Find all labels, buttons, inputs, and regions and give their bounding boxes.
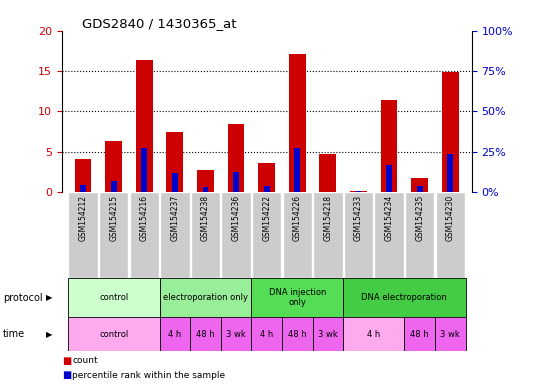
Bar	[294, 148, 300, 192]
Bar	[282, 192, 312, 278]
Bar	[99, 192, 128, 278]
Bar	[105, 141, 122, 192]
Text: 48 h: 48 h	[288, 329, 307, 339]
Text: electroporation only: electroporation only	[163, 293, 248, 302]
Bar	[172, 173, 178, 192]
Bar	[111, 181, 117, 192]
Bar	[381, 100, 398, 192]
Bar	[130, 192, 159, 278]
Bar	[142, 149, 147, 192]
Bar	[416, 185, 422, 192]
Bar	[374, 192, 404, 278]
Text: protocol: protocol	[3, 293, 42, 303]
Bar	[404, 317, 435, 351]
Text: GDS2840 / 1430365_at: GDS2840 / 1430365_at	[82, 17, 236, 30]
Bar	[343, 278, 466, 317]
Bar	[233, 172, 239, 192]
Text: 3 wk: 3 wk	[441, 329, 460, 339]
Text: 4 h: 4 h	[367, 329, 381, 339]
Bar	[436, 192, 465, 278]
Bar	[289, 54, 306, 192]
Bar	[80, 185, 86, 192]
Text: GSM154235: GSM154235	[415, 195, 424, 241]
Bar	[435, 317, 466, 351]
Bar	[313, 192, 343, 278]
Bar	[190, 317, 221, 351]
Bar	[350, 191, 367, 192]
Bar	[386, 165, 392, 192]
Bar	[203, 187, 209, 192]
Bar	[160, 192, 190, 278]
Text: GSM154233: GSM154233	[354, 195, 363, 241]
Text: ▶: ▶	[46, 329, 52, 339]
Text: 3 wk: 3 wk	[318, 329, 338, 339]
Text: control: control	[99, 329, 128, 339]
Bar	[264, 185, 270, 192]
Bar	[251, 317, 282, 351]
Bar	[442, 72, 459, 192]
Text: GSM154226: GSM154226	[293, 195, 302, 241]
Bar	[319, 154, 336, 192]
Text: GSM154215: GSM154215	[109, 195, 118, 241]
Text: GSM154222: GSM154222	[262, 195, 271, 241]
Bar	[221, 192, 251, 278]
Bar	[258, 163, 275, 192]
Bar	[69, 192, 98, 278]
Bar	[252, 192, 281, 278]
Text: control: control	[99, 293, 128, 302]
Text: ■: ■	[62, 370, 71, 380]
Bar	[160, 278, 251, 317]
Text: time: time	[3, 329, 25, 339]
Bar	[221, 317, 251, 351]
Text: GSM154218: GSM154218	[323, 195, 332, 241]
Text: 4 h: 4 h	[168, 329, 182, 339]
Text: 4 h: 4 h	[260, 329, 273, 339]
Text: GSM154236: GSM154236	[232, 195, 241, 241]
Bar	[355, 191, 361, 192]
Text: 3 wk: 3 wk	[226, 329, 246, 339]
Bar	[136, 60, 153, 192]
Bar	[411, 178, 428, 192]
Text: GSM154237: GSM154237	[170, 195, 180, 241]
Text: DNA injection
only: DNA injection only	[269, 288, 326, 307]
Bar	[343, 317, 404, 351]
Bar	[344, 192, 373, 278]
Bar	[197, 170, 214, 192]
Text: GSM154238: GSM154238	[201, 195, 210, 241]
Text: GSM154234: GSM154234	[384, 195, 393, 241]
Text: ■: ■	[62, 356, 71, 366]
Bar	[312, 317, 343, 351]
Bar	[282, 317, 312, 351]
Text: DNA electroporation: DNA electroporation	[361, 293, 447, 302]
Bar	[75, 159, 92, 192]
Bar	[167, 131, 183, 192]
Bar	[448, 154, 453, 192]
Bar	[191, 192, 220, 278]
Bar	[68, 278, 160, 317]
Text: GSM154230: GSM154230	[446, 195, 455, 241]
Bar	[160, 317, 190, 351]
Text: 48 h: 48 h	[411, 329, 429, 339]
Text: count: count	[72, 356, 98, 366]
Bar	[228, 124, 244, 192]
Bar	[68, 317, 160, 351]
Text: ▶: ▶	[46, 293, 52, 302]
Text: percentile rank within the sample: percentile rank within the sample	[72, 371, 226, 380]
Text: 48 h: 48 h	[196, 329, 215, 339]
Text: GSM154216: GSM154216	[140, 195, 149, 241]
Text: GSM154212: GSM154212	[79, 195, 87, 241]
Bar	[251, 278, 343, 317]
Bar	[405, 192, 434, 278]
